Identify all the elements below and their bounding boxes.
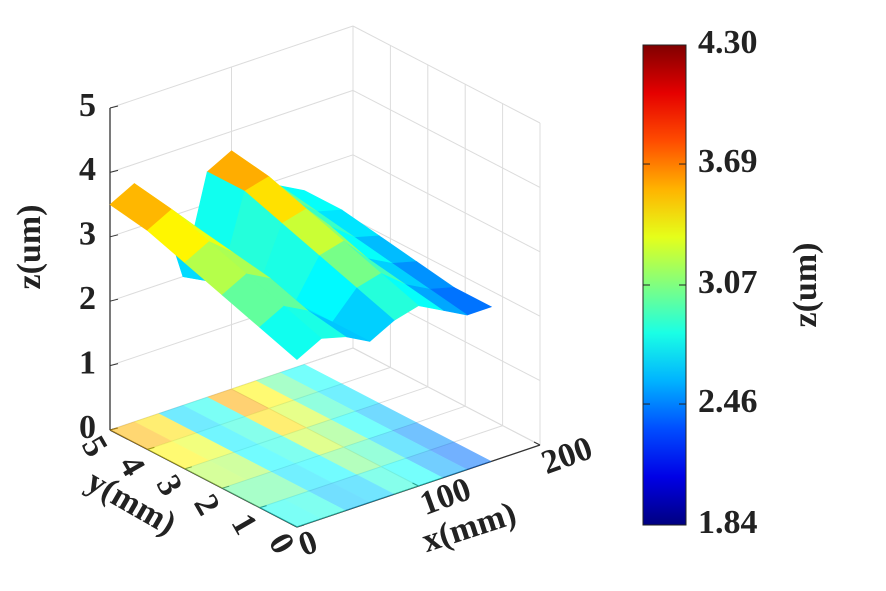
surface: [109, 150, 493, 360]
grid-line: [109, 25, 354, 109]
z-axis-label: z(um): [11, 205, 48, 290]
colorbar-tick-label: 3.07: [698, 264, 758, 301]
z-tick-label: 3: [79, 216, 96, 253]
tick-mark: [109, 363, 119, 367]
grid-line: [352, 218, 541, 317]
surface-patch: [259, 305, 322, 360]
y-tick-label: 1: [224, 508, 265, 541]
grid-line: [352, 347, 541, 446]
floor-patch: [258, 499, 322, 528]
tick-mark: [109, 234, 119, 238]
grid-line: [109, 89, 354, 173]
grid-line: [352, 154, 541, 253]
tick-mark: [109, 169, 119, 173]
z-tick-label: 4: [79, 151, 96, 188]
z-tick-label: 2: [79, 280, 96, 317]
z-tick-label: 5: [79, 87, 96, 124]
tick-mark: [533, 441, 541, 446]
colorbar-tick-label: 2.46: [698, 383, 758, 420]
colorbar: [642, 44, 687, 526]
floor-projection: [109, 364, 493, 528]
y-tick-label: 0: [261, 527, 302, 560]
colorbar-tick-label: 3.69: [698, 143, 758, 180]
grid-line: [352, 89, 541, 188]
z-tick-label: 1: [79, 344, 96, 381]
z-tick-label: 0: [79, 409, 96, 446]
y-tick-label: 2: [186, 488, 227, 521]
colorbar-label: z(um): [787, 243, 824, 328]
grid-line: [352, 25, 541, 124]
tick-mark: [109, 105, 119, 109]
colorbar-ticks: 1.84 2.46 3.07 3.69 4.30: [643, 24, 758, 541]
tick-mark: [109, 298, 119, 302]
x-tick-label: 200: [537, 430, 598, 482]
colorbar-tick-label: 4.30: [698, 24, 758, 61]
colorbar-tick-label: 1.84: [698, 504, 758, 541]
